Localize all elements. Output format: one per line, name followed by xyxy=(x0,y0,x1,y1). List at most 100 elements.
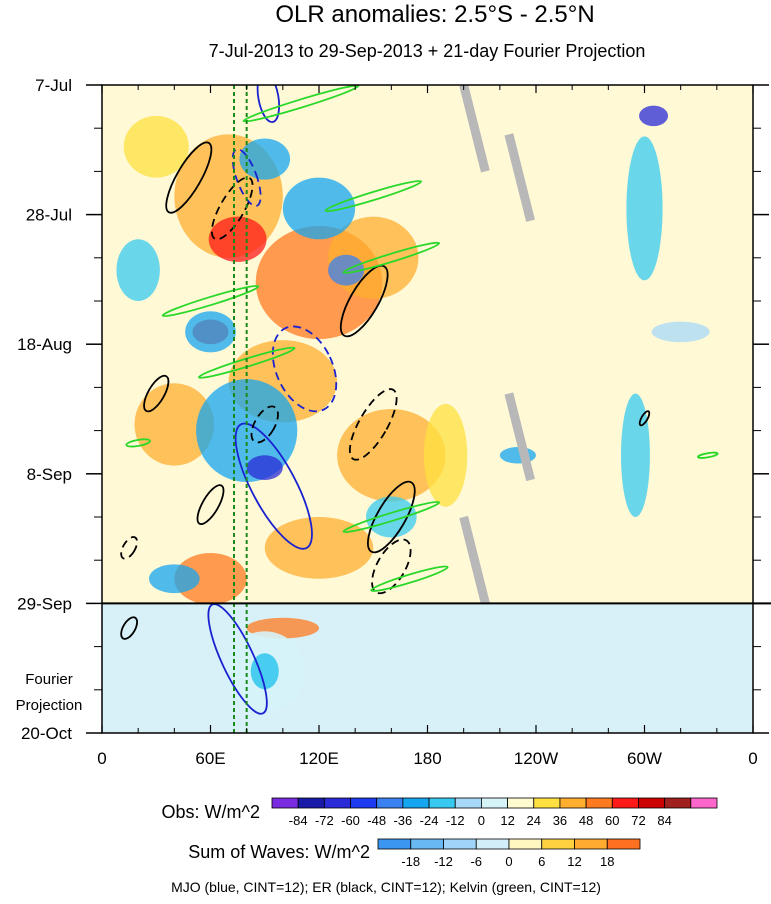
anomaly-blob xyxy=(337,409,446,502)
colorbar-swatch xyxy=(481,797,508,809)
waves-colorbar-title: Sum of Waves: W/m^2 xyxy=(188,842,370,862)
wave-contour-mjo xyxy=(207,603,268,715)
colorbar-label: -60 xyxy=(341,813,360,828)
colorbar-label: 18 xyxy=(600,854,614,869)
wave-contour-er xyxy=(367,480,416,554)
colorbar-swatch xyxy=(507,797,535,809)
colorbar-label: -72 xyxy=(315,813,334,828)
colorbar-label: 0 xyxy=(505,854,512,869)
obs-colorbar: -84 -72 -60 -48 -36 -24 -12 0 12 24 36 48 60 72 84 xyxy=(271,797,718,828)
chart-subtitle: 7-Jul-2013 to 29-Sep-2013 + 21-day Fouri… xyxy=(209,41,646,61)
wave-contour-kelvin xyxy=(161,284,260,318)
colorbar-label: 60 xyxy=(605,813,619,828)
colorbar-swatch xyxy=(611,797,639,809)
footer-legend: MJO (blue, CINT=12); ER (black, CINT=12)… xyxy=(171,879,601,895)
wave-contour-er xyxy=(250,405,279,444)
anomaly-blob xyxy=(239,138,291,180)
colorbar-swatch xyxy=(638,797,666,809)
anomaly-blob xyxy=(282,177,356,240)
anomaly-blob xyxy=(651,321,710,343)
wave-contour-kelvin xyxy=(197,346,296,379)
wave-contour-kelvin xyxy=(324,180,422,213)
colorbar-swatch xyxy=(402,797,430,809)
wave-contour-kelvin xyxy=(242,85,360,123)
colorbar-swatch xyxy=(454,797,482,809)
wave-contour-kelvin xyxy=(342,241,441,274)
colorbar-swatch xyxy=(443,838,477,850)
anomaly-blob xyxy=(134,383,215,466)
wave-contour-er xyxy=(196,484,225,526)
wave-contour-mjo xyxy=(256,85,281,123)
axes: 0 60E 120E 180 120W 60W 0 7-Jul 28-Jul 18-Aug 8-Se… xyxy=(17,76,771,768)
waves-colorbar: -18 -12 -6 0 6 12 18 xyxy=(377,838,641,869)
chart-title: OLR anomalies: 2.5°S - 2.5°N xyxy=(275,1,594,28)
colorbar-label: -24 xyxy=(420,813,439,828)
colorbar-swatch xyxy=(508,838,543,850)
wave-contour-er xyxy=(143,374,170,413)
x-tick-label: 60E xyxy=(195,749,225,768)
wave-contour-er xyxy=(165,141,213,214)
colorbar-label: 84 xyxy=(657,813,671,828)
wave-contour-kelvin xyxy=(125,438,151,448)
anomaly-blob xyxy=(208,216,267,262)
colorbar-swatch xyxy=(475,838,510,850)
missing-data-stripe xyxy=(504,392,535,482)
colorbar-swatch xyxy=(664,797,692,809)
colorbar-swatch xyxy=(574,838,608,850)
y-tick-label: 20-Oct xyxy=(21,724,72,743)
colorbar-label: 0 xyxy=(478,813,485,828)
colorbar-swatch xyxy=(606,838,641,850)
wave-contour-mjo xyxy=(234,422,313,550)
projection-background xyxy=(102,603,753,733)
colorbar-swatch xyxy=(559,797,587,809)
anomaly-blob xyxy=(123,115,189,178)
x-tick-label: 0 xyxy=(748,749,757,768)
colorbar-label: 72 xyxy=(631,813,645,828)
anomaly-field xyxy=(116,85,710,712)
colorbar-label: -6 xyxy=(470,854,482,869)
projection-blob xyxy=(250,653,279,690)
anomaly-blob xyxy=(264,517,374,579)
colorbar-swatch xyxy=(350,797,378,809)
wave-contour-er xyxy=(120,536,138,560)
colorbar-label: 12 xyxy=(567,854,581,869)
colorbar-swatch xyxy=(271,797,299,809)
plot-area xyxy=(102,85,753,733)
anomaly-blob xyxy=(639,105,669,127)
x-tick-label: 180 xyxy=(413,749,441,768)
colorbar-label: 6 xyxy=(538,854,545,869)
y-tick-label: 7-Jul xyxy=(35,76,72,95)
y-tick-label: 29-Sep xyxy=(17,594,72,613)
y-tick-label: 18-Aug xyxy=(17,335,72,354)
y-tick-label: 28-Jul xyxy=(26,206,72,225)
colorbar-swatch xyxy=(297,797,325,809)
anomaly-blob xyxy=(174,553,247,605)
x-tick-label: 60W xyxy=(627,749,662,768)
colorbar-swatch xyxy=(690,797,718,809)
x-tick-label: 120E xyxy=(299,749,339,768)
colorbar-label: 24 xyxy=(527,813,541,828)
anomaly-blob xyxy=(185,311,236,353)
wave-contour-mjo xyxy=(231,148,262,207)
anomaly-blob xyxy=(423,403,468,507)
anomaly-blob xyxy=(499,447,536,464)
colorbar-label: -12 xyxy=(446,813,465,828)
colorbar-label: -18 xyxy=(401,854,420,869)
anomaly-blob xyxy=(116,239,160,301)
colorbar-swatch xyxy=(533,797,561,809)
wave-contour-kelvin xyxy=(370,565,449,592)
missing-data-stripe xyxy=(459,515,490,605)
colorbar-label: -84 xyxy=(289,813,308,828)
wave-contour-er xyxy=(638,410,651,427)
x-tick-label: 0 xyxy=(97,749,106,768)
anomaly-blob xyxy=(366,496,417,538)
colorbar-label: 48 xyxy=(579,813,593,828)
projection-label-line2: Projection xyxy=(16,697,83,714)
colorbar-swatch xyxy=(377,838,412,850)
colorbar-swatch xyxy=(410,838,444,850)
colorbar-swatch xyxy=(428,797,456,809)
wave-contour-er xyxy=(210,176,254,241)
missing-data-stripe xyxy=(459,85,490,173)
colorbar-swatch xyxy=(323,797,351,809)
